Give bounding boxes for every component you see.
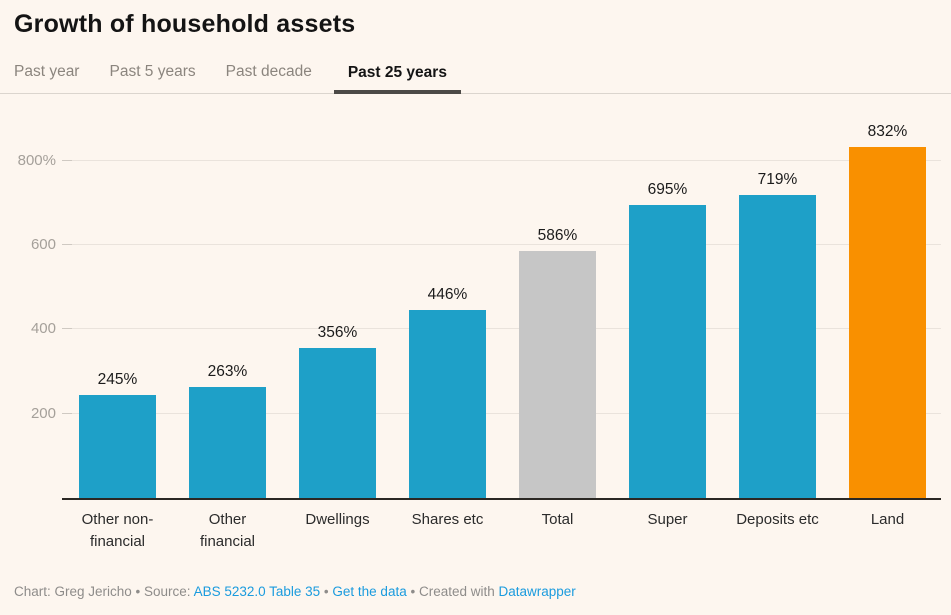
bar-land[interactable]	[849, 147, 926, 498]
bar-value-label: 695%	[647, 180, 688, 198]
bar-total[interactable]	[519, 250, 596, 498]
tab-past-decade[interactable]: Past decade	[225, 63, 312, 80]
bar-value-label: 356%	[317, 323, 358, 341]
axis-tick	[62, 412, 72, 414]
x-axis-label: Super	[647, 511, 688, 528]
gridline	[62, 412, 941, 414]
bar-other-financial[interactable]	[189, 387, 266, 498]
bar-value-label: 245%	[97, 370, 138, 388]
y-axis-tick-label: 800%	[17, 151, 56, 169]
x-axis-label: Other non-financial	[81, 511, 154, 550]
bar-super[interactable]	[629, 204, 706, 498]
footer-byline: Chart: Greg Jericho • Source: ABS 5232.0…	[14, 584, 576, 599]
datawrapper-link[interactable]: Datawrapper	[498, 584, 576, 599]
axis-tick	[62, 243, 72, 245]
tab-past-25-years[interactable]: Past 25 years	[333, 64, 461, 94]
y-axis-tick-label: 400	[30, 320, 56, 338]
tab-past-5-years[interactable]: Past 5 years	[109, 63, 196, 80]
x-axis-label: Total	[541, 511, 574, 528]
bar-value-label: 263%	[207, 363, 248, 381]
y-axis-tick-label: 600	[30, 235, 56, 253]
bar-value-label: 586%	[537, 226, 578, 244]
bar-value-label: 832%	[867, 123, 908, 141]
footer-separator: •	[320, 584, 333, 599]
bar-value-label: 719%	[757, 170, 798, 188]
axis-tick	[62, 328, 72, 330]
gridline	[62, 243, 941, 245]
x-axis-label: Shares etc	[411, 511, 484, 528]
footer-credit-text: Chart: Greg Jericho • Source:	[14, 584, 194, 599]
x-axis-label: Deposits etc	[736, 511, 819, 528]
plot-area: 245% 263% 356% 446% 586% 695% 719% 832%	[62, 110, 941, 500]
x-axis-label: Other financial	[199, 511, 256, 550]
get-the-data-link[interactable]: Get the data	[332, 584, 407, 599]
bar-deposits-etc[interactable]	[739, 194, 816, 498]
bar-other-non-financial[interactable]	[79, 394, 156, 498]
x-axis-label: Land	[870, 511, 905, 528]
tab-past-year[interactable]: Past year	[14, 63, 80, 80]
bar-chart: 245% 263% 356% 446% 586% 695% 719% 832% 200 400 6…	[0, 110, 951, 570]
y-axis-tick-label: 200	[30, 404, 56, 422]
axis-tick	[62, 159, 72, 161]
time-range-tabs: Past year Past 5 years Past decade Past …	[0, 63, 951, 94]
gridline	[62, 159, 941, 161]
bar-shares-etc[interactable]	[409, 309, 486, 498]
bar-value-label: 446%	[427, 285, 468, 303]
footer-created-with-text: • Created with	[406, 584, 499, 599]
bar-dwellings[interactable]	[299, 347, 376, 498]
gridline	[62, 328, 941, 330]
chart-title: Growth of household assets	[14, 10, 356, 38]
source-link[interactable]: ABS 5232.0 Table 35	[193, 584, 321, 599]
x-axis-label: Dwellings	[305, 511, 370, 528]
